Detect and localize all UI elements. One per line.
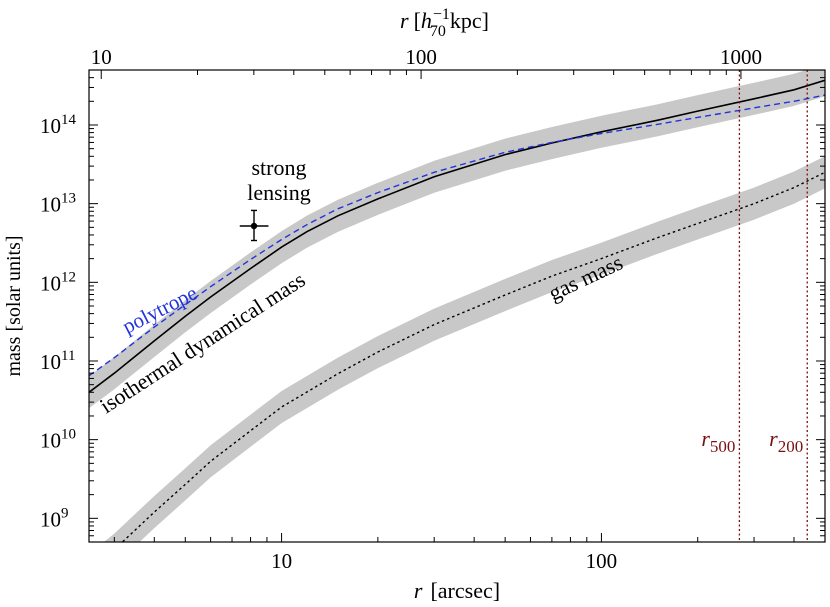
vline-label-r500: r500 [701, 426, 735, 456]
top-x-tick-label: 1000 [720, 45, 762, 69]
top-x-tick-label: 10 [91, 45, 112, 69]
strong-lensing-label: lensing [247, 180, 311, 205]
top-x-tick-label: 100 [405, 45, 437, 69]
y-axis-label: mass [solar units] [3, 235, 25, 376]
uncertainty-bands [89, 70, 825, 542]
axis-ticks [89, 69, 826, 543]
y-tick-label: 109 [40, 505, 69, 531]
x-axis-label: r [arcsec] [414, 578, 500, 603]
band-isothermal-dynamical-mass [89, 70, 825, 409]
line-isothermal-dynamical-mass [89, 79, 825, 393]
x-tick-label: 100 [586, 549, 618, 573]
tick-labels: 109 1010 1011 1012 1013 1014 10 100 10 100 1000 [40, 45, 762, 573]
y-tick-label: 1010 [40, 427, 76, 453]
y-tick-label: 1013 [40, 191, 76, 217]
vline-label-r200: r200 [769, 426, 803, 456]
strong-lensing-point [250, 222, 258, 230]
y-tick-label: 1012 [40, 269, 76, 295]
line-polytrope [89, 94, 825, 377]
y-tick-label: 1014 [40, 112, 77, 138]
x-tick-label: 10 [271, 549, 292, 573]
band-gas-mass [103, 156, 825, 542]
mass-curves [89, 79, 825, 542]
radius-markers: r500 r200 [701, 70, 808, 542]
y-tick-label: 1011 [40, 348, 75, 374]
line-gas-mass [121, 171, 825, 542]
strong-lensing-label: strong [252, 155, 307, 180]
top-x-axis-label: r [h−1 70 kpc] [400, 6, 489, 40]
